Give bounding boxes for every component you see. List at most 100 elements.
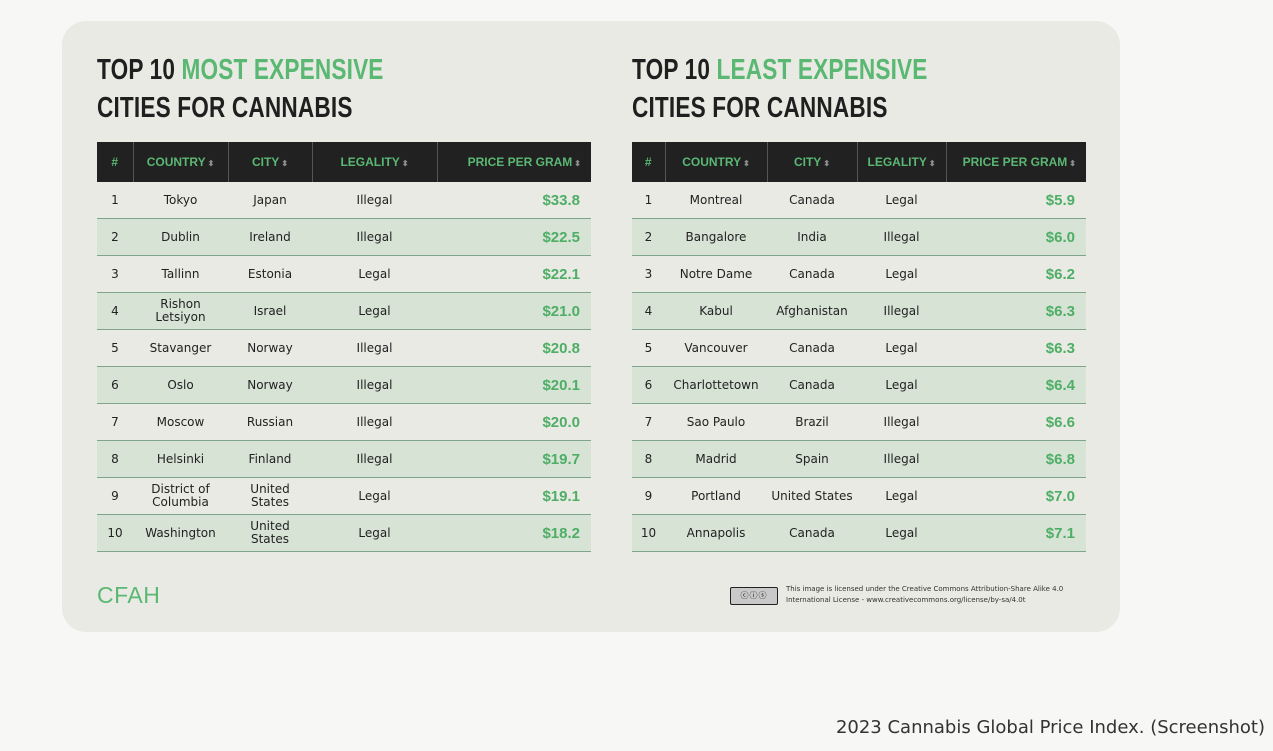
cell-country: Kabul — [665, 292, 767, 330]
cell-rank: 7 — [632, 403, 665, 441]
table-row: 2 Dublin Ireland Illegal $22.5 — [97, 218, 591, 256]
table-row: 9 District of Columbia United States Legal $… — [97, 477, 591, 515]
sort-icon[interactable]: ⬍ — [823, 159, 831, 168]
cell-price: $21.0 — [437, 292, 591, 330]
cell-rank: 10 — [632, 514, 665, 552]
cell-country: Bangalore — [665, 218, 767, 256]
table-row: 6 Oslo Norway Illegal $20.1 — [97, 366, 591, 404]
cell-legality: Illegal — [857, 292, 946, 330]
cell-rank: 4 — [97, 292, 133, 330]
table-header-row: # COUNTRY ⬍ CITY ⬍ LEGALITY ⬍ PRICE PER GRAM ⬍ — [632, 142, 1086, 182]
column-header-country[interactable]: COUNTRY ⬍ — [133, 142, 229, 182]
column-header-rank: # — [97, 142, 134, 182]
sort-icon[interactable]: ⬍ — [281, 159, 289, 168]
sort-icon[interactable]: ⬍ — [743, 159, 750, 168]
column-header-label: CITY — [793, 155, 822, 169]
cell-rank: 8 — [97, 440, 133, 478]
cell-legality: Illegal — [857, 403, 946, 441]
cell-legality: Illegal — [857, 218, 946, 256]
license-line-1: This image is licensed under the Creativ… — [786, 585, 1064, 593]
cell-city: Canada — [767, 366, 857, 404]
cell-country: Tallinn — [133, 255, 228, 293]
cell-legality: Illegal — [312, 329, 437, 367]
column-header-legality[interactable]: LEGALITY ⬍ — [312, 142, 438, 182]
cell-country: Annapolis — [665, 514, 767, 552]
cell-price: $18.2 — [437, 514, 591, 552]
cc-by-sa-icon[interactable]: ⓒⓘⓢ — [730, 587, 778, 605]
cell-price: $22.1 — [437, 255, 591, 293]
cell-rank: 4 — [632, 292, 665, 330]
sort-icon[interactable]: ⬍ — [928, 159, 936, 168]
column-header-city[interactable]: CITY ⬍ — [767, 142, 858, 182]
cell-price: $20.1 — [437, 366, 591, 404]
cell-country: Moscow — [133, 403, 228, 441]
cell-city: United States — [767, 477, 857, 515]
column-header-rank: # — [632, 142, 666, 182]
cell-price: $19.1 — [437, 477, 591, 515]
license-text: This image is licensed under the Creativ… — [786, 584, 1086, 606]
column-header-label: COUNTRY — [682, 155, 742, 169]
cell-legality: Legal — [857, 182, 946, 219]
table-row: 3 Notre Dame Canada Legal $6.2 — [632, 255, 1086, 293]
sort-icon[interactable]: ⬍ — [574, 159, 581, 168]
cell-city: Canada — [767, 329, 857, 367]
cell-country: Helsinki — [133, 440, 228, 478]
cell-city: Norway — [228, 329, 312, 367]
title-line-2: CITIES FOR CANNABIS — [97, 92, 353, 124]
least-expensive-title: TOP 10 LEAST EXPENSIVE CITIES FOR CANNAB… — [632, 51, 928, 127]
cell-rank: 2 — [632, 218, 665, 256]
column-header-label: LEGALITY — [340, 155, 400, 169]
column-header-price-per-gram[interactable]: PRICE PER GRAM ⬍ — [946, 142, 1086, 182]
cell-country: Charlottetown — [665, 366, 767, 404]
cell-legality: Legal — [312, 514, 437, 552]
cell-price: $20.8 — [437, 329, 591, 367]
cell-legality: Illegal — [312, 182, 437, 219]
cell-city: United States — [228, 477, 312, 515]
infographic-card: TOP 10 MOST EXPENSIVE CITIES FOR CANNABI… — [62, 21, 1120, 632]
cell-country: Oslo — [133, 366, 228, 404]
cell-legality: Legal — [857, 477, 946, 515]
column-header-legality[interactable]: LEGALITY ⬍ — [857, 142, 947, 182]
least-expensive-table: # COUNTRY ⬍ CITY ⬍ LEGALITY ⬍ PRICE PER GRAM ⬍ 1… — [632, 142, 1086, 552]
cell-legality: Legal — [312, 292, 437, 330]
cell-legality: Illegal — [312, 366, 437, 404]
table-row: 4 Kabul Afghanistan Illegal $6.3 — [632, 292, 1086, 330]
table-row: 1 Tokyo Japan Illegal $33.8 — [97, 182, 591, 219]
column-header-country[interactable]: COUNTRY ⬍ — [665, 142, 768, 182]
column-header-label: # — [644, 155, 652, 169]
sort-icon[interactable]: ⬍ — [207, 159, 215, 168]
cell-rank: 6 — [632, 366, 665, 404]
cfah-logo: CFAH — [97, 582, 161, 608]
license-line-2: International License - www.creativecomm… — [786, 596, 1026, 604]
cell-rank: 9 — [97, 477, 133, 515]
cell-rank: 10 — [97, 514, 133, 552]
sort-icon[interactable]: ⬍ — [401, 159, 409, 168]
sort-icon[interactable]: ⬍ — [1069, 159, 1076, 168]
column-header-price-per-gram[interactable]: PRICE PER GRAM ⬍ — [437, 142, 591, 182]
title-prefix: TOP 10 — [632, 54, 717, 86]
most-expensive-table: # COUNTRY ⬍ CITY ⬍ LEGALITY ⬍ PRICE PER GRAM ⬍ 1… — [97, 142, 591, 552]
column-header-label: COUNTRY — [146, 155, 206, 169]
column-header-label: PRICE PER GRAM — [467, 155, 573, 169]
cell-legality: Illegal — [857, 440, 946, 478]
cell-price: $22.5 — [437, 218, 591, 256]
column-header-label: LEGALITY — [867, 155, 927, 169]
title-accent: LEAST EXPENSIVE — [716, 54, 928, 86]
cell-rank: 3 — [97, 255, 133, 293]
cell-rank: 3 — [632, 255, 665, 293]
column-header-city[interactable]: CITY ⬍ — [228, 142, 313, 182]
cell-rank: 5 — [632, 329, 665, 367]
column-header-label: PRICE PER GRAM — [962, 155, 1068, 169]
table-row: 2 Bangalore India Illegal $6.0 — [632, 218, 1086, 256]
cell-country: Tokyo — [133, 182, 228, 219]
table-row: 1 Montreal Canada Legal $5.9 — [632, 182, 1086, 219]
cell-price: $5.9 — [946, 182, 1086, 219]
cell-city: Afghanistan — [767, 292, 857, 330]
table-row: 6 Charlottetown Canada Legal $6.4 — [632, 366, 1086, 404]
cell-city: Canada — [767, 255, 857, 293]
cell-country: Washington — [133, 514, 228, 552]
table-row: 5 Vancouver Canada Legal $6.3 — [632, 329, 1086, 367]
table-row: 7 Moscow Russian Illegal $20.0 — [97, 403, 591, 441]
cell-city: United States — [228, 514, 312, 552]
table-row: 3 Tallinn Estonia Legal $22.1 — [97, 255, 591, 293]
